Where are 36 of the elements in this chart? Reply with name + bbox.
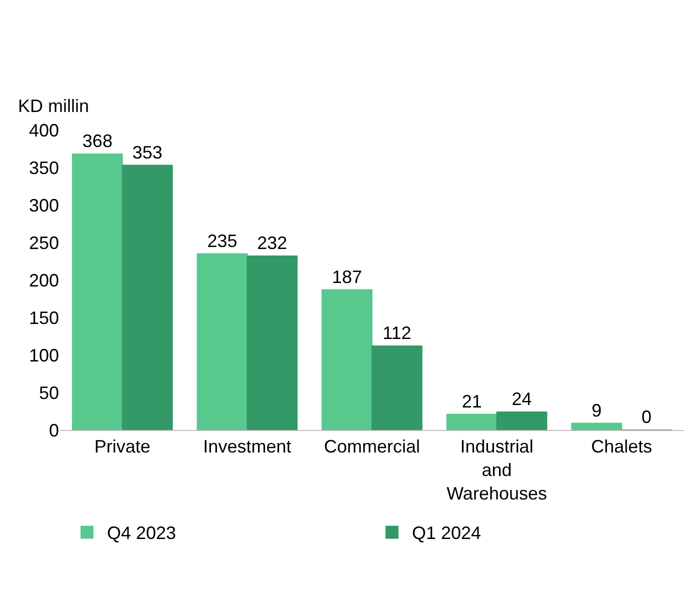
x-tick-label: Private bbox=[94, 436, 150, 457]
bar bbox=[372, 346, 422, 430]
y-tick-label: 300 bbox=[28, 195, 59, 216]
data-label: 353 bbox=[132, 142, 162, 162]
y-tick-label: 250 bbox=[28, 232, 59, 253]
bar bbox=[122, 164, 173, 430]
y-axis-title: KD millin bbox=[18, 96, 90, 116]
bar bbox=[246, 256, 298, 430]
data-label: 24 bbox=[512, 389, 532, 409]
y-tick-label: 50 bbox=[38, 382, 59, 403]
bar bbox=[446, 414, 498, 430]
y-tick-label: 100 bbox=[28, 345, 59, 366]
bar bbox=[72, 154, 123, 430]
data-label: 235 bbox=[207, 230, 238, 251]
x-tick-label: Commercial bbox=[324, 436, 420, 457]
x-tick-label: Investment bbox=[203, 436, 292, 457]
data-label: 112 bbox=[382, 323, 412, 343]
data-label: 368 bbox=[82, 131, 112, 151]
data-label: 21 bbox=[462, 391, 482, 412]
x-tick-label: Industrial and Warehouses bbox=[446, 436, 547, 504]
bar bbox=[196, 253, 248, 430]
legend-label: Q4 2023 bbox=[107, 523, 176, 544]
data-label: 187 bbox=[332, 266, 362, 287]
x-tick-label: Chalets bbox=[591, 436, 652, 457]
data-label: 232 bbox=[257, 233, 288, 253]
data-label: 0 bbox=[642, 407, 652, 427]
legend-label: Q1 2024 bbox=[412, 523, 482, 544]
y-tick-label: 400 bbox=[28, 120, 59, 140]
bar bbox=[322, 289, 372, 430]
data-label: 9 bbox=[592, 400, 602, 420]
y-tick-label: 150 bbox=[28, 308, 59, 328]
bar bbox=[571, 422, 622, 430]
y-tick-label: 350 bbox=[28, 158, 59, 178]
bar bbox=[496, 412, 548, 430]
y-tick-label: 200 bbox=[28, 270, 59, 290]
y-tick-label: 0 bbox=[48, 420, 59, 440]
